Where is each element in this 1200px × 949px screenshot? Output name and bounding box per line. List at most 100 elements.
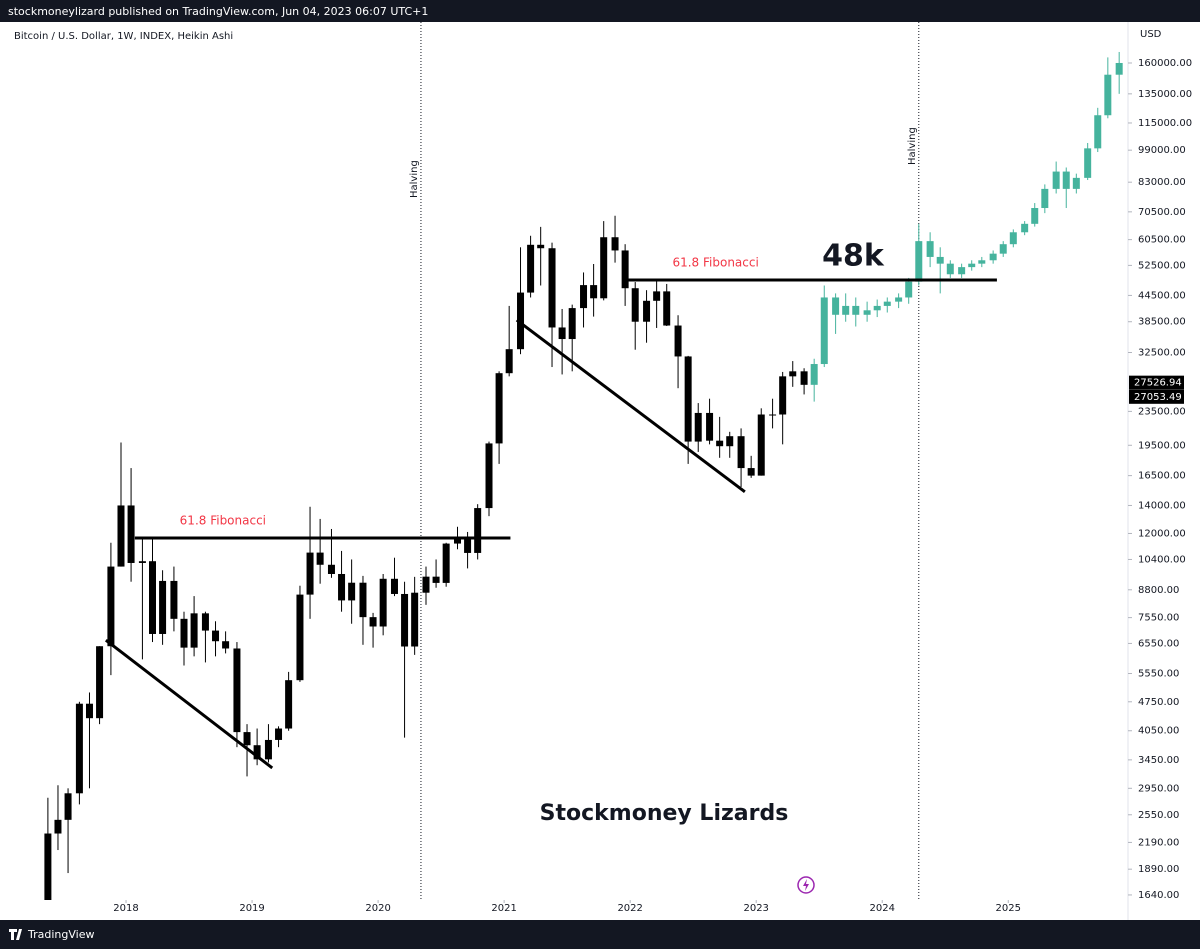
price-label-box bbox=[1129, 389, 1184, 404]
candle-body bbox=[127, 505, 135, 563]
candle-body bbox=[474, 508, 482, 553]
candle-body bbox=[716, 440, 724, 447]
lightning-icon[interactable] bbox=[797, 876, 815, 894]
candle-body bbox=[432, 576, 440, 583]
candle-body bbox=[946, 263, 954, 275]
halving-label: Halving bbox=[409, 160, 420, 198]
candle-body bbox=[243, 732, 251, 746]
candle-body bbox=[548, 248, 556, 328]
candle-body bbox=[170, 580, 178, 619]
candle-body bbox=[85, 703, 93, 719]
x-tick-label: 2020 bbox=[365, 903, 390, 914]
footer-bar bbox=[0, 920, 1200, 949]
candle-body bbox=[1084, 148, 1092, 178]
candle-body bbox=[505, 349, 513, 374]
candle-body bbox=[64, 793, 72, 820]
candle-body bbox=[264, 739, 272, 760]
y-tick-label: 4050.00 bbox=[1138, 726, 1179, 737]
x-tick-label: 2025 bbox=[996, 903, 1021, 914]
candle-body bbox=[338, 573, 346, 601]
y-tick-label: 12000.00 bbox=[1138, 528, 1186, 539]
y-tick-label: 2950.00 bbox=[1138, 783, 1179, 794]
price-label: 27053.49 bbox=[1134, 392, 1182, 403]
candle-body bbox=[138, 561, 146, 563]
x-tick-label: 2022 bbox=[617, 903, 642, 914]
candle-body bbox=[1104, 74, 1112, 116]
candle-body bbox=[684, 356, 692, 442]
y-tick-label: 60500.00 bbox=[1138, 235, 1186, 246]
price-label: 27526.94 bbox=[1134, 378, 1182, 389]
candle-body bbox=[769, 414, 777, 416]
candle-body bbox=[296, 594, 304, 681]
chart-title: Bitcoin / U.S. Dollar, 1W, INDEX, Heikin… bbox=[14, 31, 233, 42]
candle-body bbox=[694, 412, 702, 442]
candle-body bbox=[737, 436, 745, 469]
candle-body bbox=[316, 552, 324, 565]
y-tick-label: 4750.00 bbox=[1138, 697, 1179, 708]
candle-body bbox=[653, 291, 661, 301]
candle-body bbox=[201, 613, 209, 631]
candle-body bbox=[54, 819, 62, 834]
candle-body bbox=[222, 641, 230, 649]
candle-body bbox=[159, 580, 167, 634]
candle-body bbox=[422, 576, 430, 593]
candle-body bbox=[464, 538, 472, 553]
candle-body bbox=[485, 443, 493, 509]
candle-body bbox=[190, 613, 198, 648]
candle-body bbox=[454, 538, 462, 544]
candle-body bbox=[1031, 208, 1039, 224]
candle-body bbox=[107, 566, 115, 647]
candle-body bbox=[895, 297, 903, 302]
candle-body bbox=[253, 745, 261, 760]
candle-body bbox=[442, 543, 450, 583]
candle-body bbox=[883, 301, 891, 306]
candle-body bbox=[233, 648, 241, 733]
candle-body bbox=[212, 630, 220, 642]
footer-brand[interactable]: TradingView bbox=[27, 928, 94, 941]
candle-body bbox=[789, 371, 797, 377]
candle-body bbox=[580, 285, 588, 309]
y-tick-label: 99000.00 bbox=[1138, 145, 1186, 156]
candle-body bbox=[1115, 62, 1123, 75]
candle-body bbox=[1094, 115, 1102, 149]
candle-body bbox=[611, 237, 619, 251]
y-tick-label: 32500.00 bbox=[1138, 347, 1186, 358]
candle-body bbox=[275, 728, 283, 740]
x-tick-label: 2019 bbox=[239, 903, 264, 914]
candle-body bbox=[968, 263, 976, 268]
candle-body bbox=[1009, 232, 1017, 245]
candle-body bbox=[999, 244, 1007, 254]
candle-body bbox=[1072, 177, 1080, 189]
x-tick-label: 2024 bbox=[870, 903, 895, 914]
candle-body bbox=[706, 412, 714, 441]
watermark: Stockmoney Lizards bbox=[540, 801, 789, 826]
candle-body bbox=[1021, 223, 1029, 233]
candle-body bbox=[810, 364, 818, 385]
y-tick-label: 44500.00 bbox=[1138, 290, 1186, 301]
candle-body bbox=[779, 376, 787, 415]
candle-body bbox=[905, 281, 913, 298]
candle-body bbox=[285, 680, 293, 729]
candle-body bbox=[495, 373, 503, 444]
candle-body bbox=[621, 250, 629, 289]
y-tick-label: 2190.00 bbox=[1138, 837, 1179, 848]
candle-body bbox=[674, 325, 682, 357]
candle-body bbox=[75, 703, 83, 794]
y-tick-label: 160000.00 bbox=[1138, 58, 1192, 69]
candle-body bbox=[369, 617, 377, 627]
trend-line bbox=[515, 318, 746, 494]
fibonacci-label: 61.8 Fibonacci bbox=[180, 514, 266, 528]
x-tick-label: 2021 bbox=[491, 903, 516, 914]
candle-body bbox=[327, 564, 335, 574]
candle-body bbox=[820, 297, 828, 365]
candle-body bbox=[631, 288, 639, 322]
candle-body bbox=[842, 305, 850, 315]
candle-body bbox=[852, 305, 860, 315]
target-label: 48k bbox=[822, 239, 885, 274]
header-bar bbox=[0, 0, 1200, 22]
y-tick-label: 135000.00 bbox=[1138, 89, 1192, 100]
price-label-box bbox=[1129, 375, 1184, 390]
candle-body bbox=[936, 256, 944, 264]
